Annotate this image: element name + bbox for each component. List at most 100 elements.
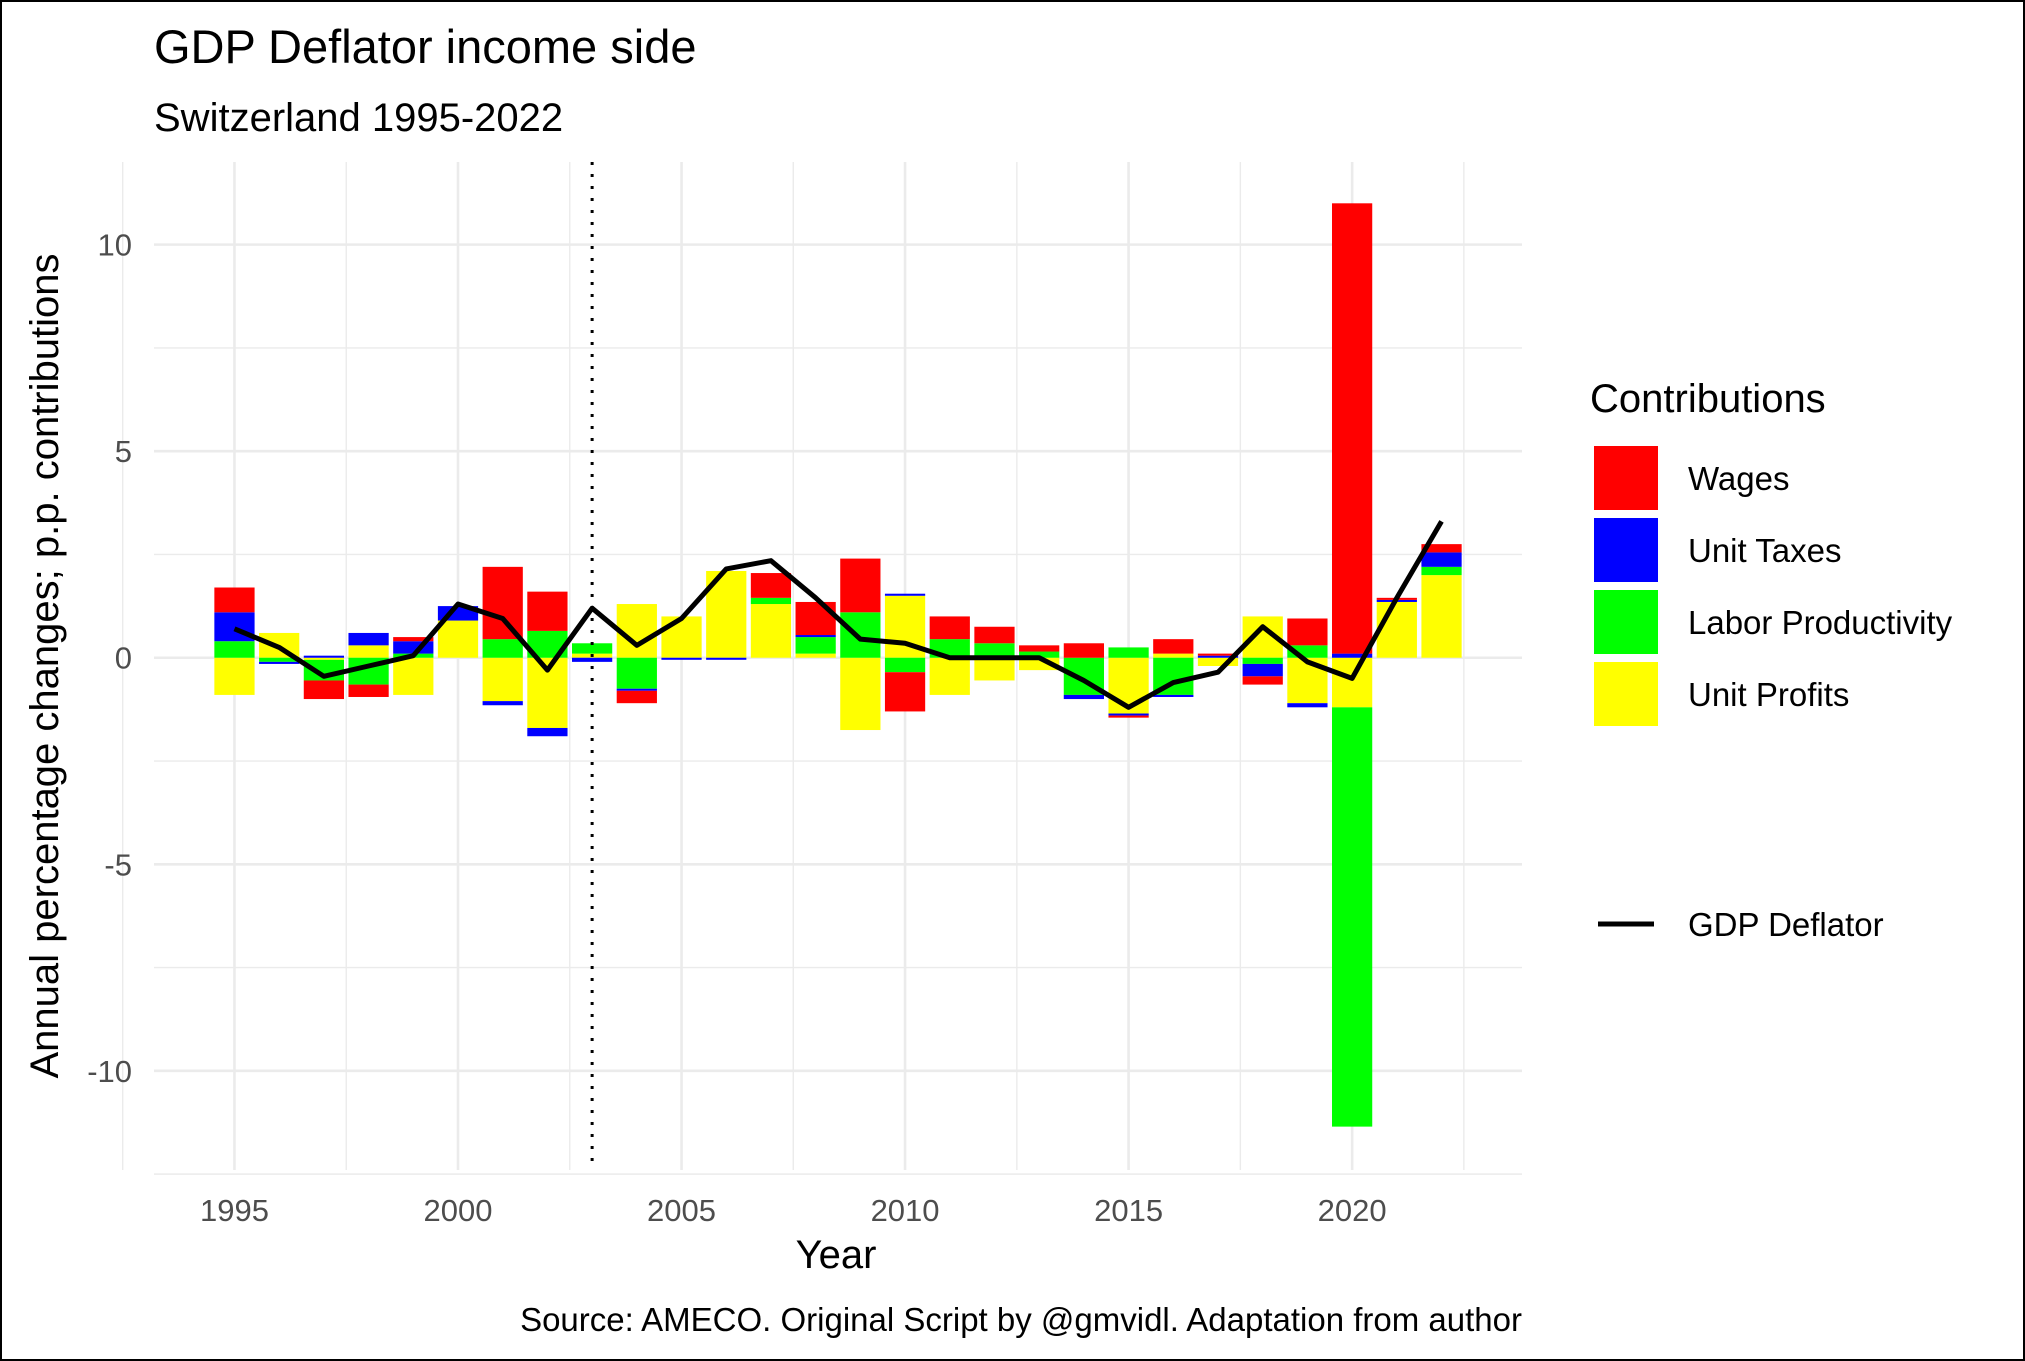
legend-key-wages (1594, 446, 1658, 510)
bar-unit-taxes (482, 701, 523, 706)
bar-labor-productivity (795, 637, 836, 654)
bar-unit-profits (616, 604, 657, 658)
x-tick-label: 2010 (871, 1193, 940, 1228)
chart-caption: Source: AMECO. Original Script by @gmvid… (520, 1301, 1522, 1338)
legend-key-unit-profits (1594, 662, 1658, 726)
bar-labor-productivity (214, 641, 255, 658)
chart-subtitle: Switzerland 1995-2022 (154, 96, 563, 140)
bar-unit-taxes (1063, 694, 1104, 700)
bar-wages (840, 558, 881, 613)
bar-labor-productivity (1332, 707, 1373, 1127)
bar-unit-profits (1197, 657, 1239, 666)
bar-unit-profits (303, 657, 344, 660)
bar-labor-productivity (1019, 651, 1060, 658)
bar-wages (616, 690, 657, 704)
bar-wages (348, 684, 389, 697)
bar-labor-productivity (259, 657, 300, 662)
bar-unit-taxes (1197, 655, 1239, 658)
bar-unit-taxes (706, 657, 747, 660)
x-tick-label: 2000 (424, 1193, 493, 1228)
y-tick-label: -10 (87, 1054, 132, 1089)
bar-wages (1242, 676, 1283, 685)
bar-layer (214, 203, 1462, 1127)
chart-title: GDP Deflator income side (154, 20, 696, 73)
legend-label: Unit Profits (1688, 676, 1849, 713)
bar-wages (527, 591, 568, 631)
bar-unit-profits (393, 657, 434, 695)
bar-unit-profits (840, 657, 881, 731)
bar-unit-profits (750, 604, 792, 658)
bar-wages (884, 672, 926, 712)
bar-unit-profits (661, 616, 702, 658)
bar-unit-taxes (259, 661, 300, 664)
bar-labor-productivity (1242, 657, 1283, 664)
line-layer (233, 520, 1444, 710)
bar-unit-taxes (616, 688, 657, 691)
bar-wages (1421, 544, 1462, 553)
bar-wages (303, 680, 344, 700)
x-tick-label: 2020 (1318, 1193, 1387, 1228)
bar-unit-taxes (1242, 663, 1283, 677)
bar-wages (750, 573, 792, 598)
bar-wages (1287, 618, 1328, 646)
legend: Contributions Wages Unit Taxes Labor Produ… (1590, 377, 1953, 943)
bar-wages (1108, 715, 1149, 718)
bar-unit-profits (214, 657, 255, 695)
bar-unit-profits (482, 657, 523, 702)
bar-unit-profits (795, 653, 836, 658)
bar-wages (795, 601, 836, 636)
bar-unit-taxes (303, 655, 344, 658)
bar-wages (929, 616, 970, 640)
bar-wages (482, 566, 523, 640)
x-tick-label: 2015 (1094, 1193, 1163, 1228)
bar-wages (393, 637, 434, 642)
bar-labor-productivity (974, 643, 1015, 658)
legend-label: Unit Taxes (1688, 532, 1841, 569)
y-tick-label: -5 (104, 847, 132, 882)
bar-unit-taxes (795, 635, 836, 638)
bar-wages (1197, 653, 1239, 656)
bar-wages (1019, 645, 1060, 652)
bar-labor-productivity (616, 657, 657, 689)
bar-unit-taxes (1287, 703, 1328, 708)
bar-unit-taxes (348, 632, 389, 646)
y-tick-label: 10 (98, 228, 132, 263)
legend-label: Wages (1688, 460, 1789, 497)
bar-unit-profits (929, 657, 970, 695)
bar-unit-taxes (1421, 552, 1462, 567)
bar-unit-taxes (1332, 653, 1373, 658)
bar-unit-profits (974, 657, 1015, 681)
bar-unit-profits (1421, 575, 1462, 658)
bar-unit-profits (1376, 601, 1417, 658)
x-tick-label: 1995 (200, 1193, 269, 1228)
bar-unit-profits (1108, 657, 1149, 714)
bar-labor-productivity (750, 597, 792, 605)
bar-labor-productivity (840, 612, 881, 658)
bar-unit-profits (348, 645, 389, 658)
bar-unit-profits (1332, 657, 1373, 708)
bar-unit-taxes (661, 657, 702, 660)
bar-unit-taxes (884, 593, 926, 596)
bar-unit-profits (1153, 653, 1194, 658)
bar-wages (974, 626, 1015, 644)
bar-unit-taxes (572, 657, 613, 662)
legend-title: Contributions (1590, 377, 1826, 421)
y-axis-title: Annual percentage changes; p.p. contribu… (23, 253, 67, 1078)
bar-wages (1063, 643, 1104, 658)
y-tick-label: 5 (115, 434, 132, 469)
legend-label: Labor Productivity (1688, 604, 1953, 641)
bar-unit-taxes (1108, 713, 1149, 716)
y-tick-label: 0 (115, 641, 132, 676)
bar-unit-taxes (527, 727, 568, 737)
bar-labor-productivity (482, 639, 523, 658)
bar-wages (214, 587, 255, 613)
bar-wages (1332, 203, 1373, 654)
bar-labor-productivity (572, 643, 613, 654)
bar-wages (1153, 639, 1194, 654)
bar-labor-productivity (884, 657, 926, 673)
legend-key-labor-productivity (1594, 590, 1658, 654)
bar-unit-profits (437, 620, 479, 658)
x-tick-label: 2005 (647, 1193, 716, 1228)
